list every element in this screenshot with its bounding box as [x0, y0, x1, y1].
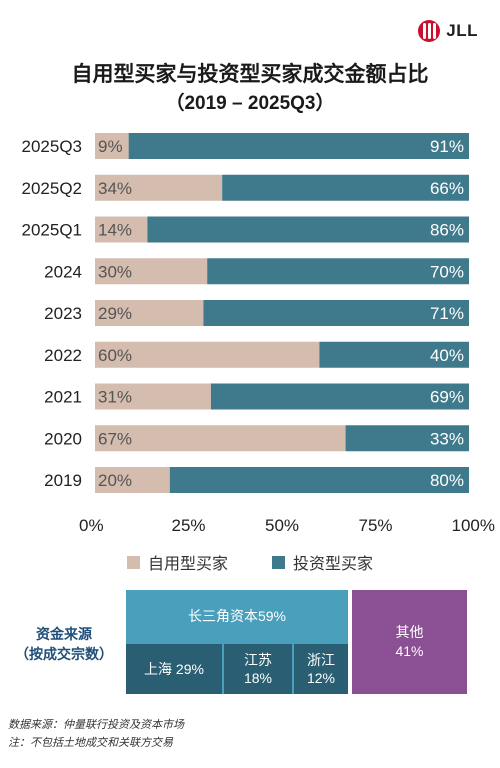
category-label: 2023: [44, 304, 82, 323]
legend-swatch-owner: [126, 555, 140, 569]
category-label: 2024: [44, 262, 82, 281]
data-label-investor: 86%: [430, 221, 464, 240]
data-label-investor: 71%: [430, 304, 464, 323]
bar-owner: [95, 467, 170, 493]
x-tick-label: 75%: [358, 516, 392, 535]
legend-swatch-investor: [272, 555, 285, 569]
data-label-owner: 67%: [98, 429, 132, 448]
x-tick-label: 25%: [171, 516, 205, 535]
category-label: 2025Q3: [22, 137, 83, 156]
bar-owner: [95, 174, 223, 201]
data-label-owner: 31%: [98, 388, 132, 407]
category-label: 2025Q2: [22, 179, 83, 198]
other-value: 41%: [395, 643, 424, 659]
x-tick-label: 50%: [265, 516, 299, 535]
other-capital-block: 其他 41%: [352, 590, 467, 694]
yangtze-capital-panel: 长三角资本59% 上海 29% 江苏 18% 浙江 12%: [126, 590, 348, 694]
legend-label-owner: 自用型买家: [147, 556, 228, 573]
footnote-source: 数据来源：仲量联行投资及资本市场: [8, 719, 184, 731]
bar-owner: [95, 383, 211, 410]
x-tick-label: 100%: [452, 516, 495, 535]
bar-investor: [128, 133, 469, 159]
chart-subtitle: （2019 – 2025Q3）: [165, 93, 335, 114]
data-label-owner: 29%: [98, 304, 132, 323]
brand-name: JLL: [446, 21, 478, 40]
chart-legend: 自用型买家 投资型买家: [0, 550, 500, 574]
bar-investor: [210, 383, 469, 410]
bar-owner: [95, 425, 346, 452]
chart-title: 自用型买家与投资型买家成交金额占比: [71, 63, 429, 86]
data-label-owner: 34%: [98, 179, 132, 198]
capital-source-label: 资金来源 （按成交宗数）: [8, 624, 120, 664]
data-label-owner: 14%: [98, 221, 132, 240]
footnote-note: 注：不包括土地成交和关联方交易: [8, 737, 173, 749]
legend-item-owner: 自用型买家: [126, 550, 228, 574]
stacked-bar-chart: 2025Q3 9% 91% 2025Q2 34% 66% 2025Q1 14% 86% 2024 3…: [22, 133, 495, 535]
jiangsu-name: 江苏: [244, 652, 272, 668]
legend-label-investor: 投资型买家: [293, 556, 374, 573]
capital-source-title: 资金来源: [36, 626, 92, 642]
data-label-investor: 69%: [430, 388, 464, 407]
data-label-owner: 30%: [98, 262, 132, 281]
jll-logo: JLL: [418, 20, 478, 42]
data-label-investor: 91%: [430, 137, 464, 156]
zhejiang-value: 12%: [306, 670, 336, 686]
data-label-investor: 66%: [430, 179, 464, 198]
jll-logo-icon: [418, 20, 441, 42]
bar-investor: [345, 425, 469, 452]
data-label-owner: 60%: [98, 346, 132, 365]
data-label-investor: 40%: [430, 346, 464, 365]
data-label-owner: 9%: [98, 137, 123, 156]
bar-investor: [169, 467, 470, 493]
bar-owner: [95, 341, 320, 368]
yangtze-capital-label: 长三角资本59%: [187, 608, 287, 624]
bar-owner: [95, 216, 148, 243]
jiangsu-value: 18%: [243, 670, 273, 686]
category-label: 2021: [44, 388, 82, 407]
bar-investor: [147, 216, 470, 243]
category-label: 2022: [44, 346, 82, 365]
jiangsu-cell: 江苏 18%: [224, 644, 292, 694]
bar-investor: [207, 258, 469, 285]
data-label-investor: 70%: [430, 262, 464, 281]
zhejiang-cell: 浙江 12%: [294, 644, 348, 694]
bar-owner: [95, 300, 204, 326]
data-label-investor: 80%: [430, 471, 464, 490]
capital-source-subtitle: （按成交宗数）: [15, 646, 113, 662]
category-label: 2020: [44, 429, 82, 448]
bar-owner: [95, 258, 208, 285]
legend-item-investor: 投资型买家: [272, 550, 373, 574]
category-label: 2019: [44, 471, 82, 490]
data-label-owner: 20%: [98, 471, 132, 490]
shanghai-cell: 上海 29%: [126, 644, 222, 694]
other-name: 其他: [395, 624, 424, 640]
shanghai-label: 上海 29%: [144, 661, 204, 677]
bar-owner: [95, 133, 129, 159]
x-tick-label: 0%: [79, 516, 104, 535]
zhejiang-name: 浙江: [307, 652, 335, 668]
bar-investor: [203, 300, 469, 326]
bar-investor: [319, 341, 469, 368]
category-label: 2025Q1: [22, 221, 83, 240]
bar-investor: [222, 174, 469, 201]
data-label-investor: 33%: [430, 429, 464, 448]
